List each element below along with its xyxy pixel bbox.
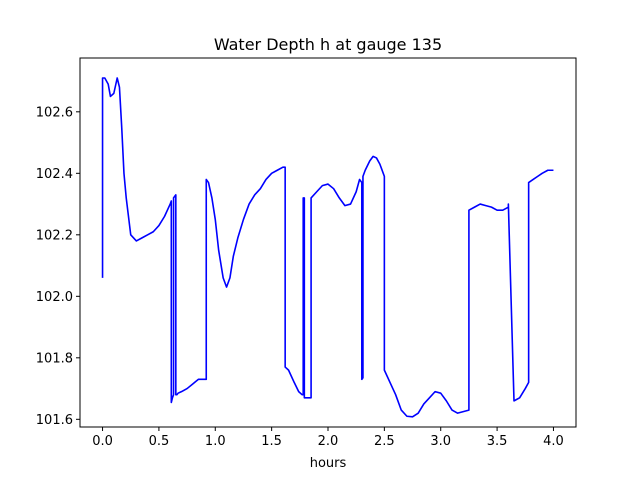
y-tick-label: 101.8 xyxy=(36,351,73,366)
y-tick-label: 101.6 xyxy=(36,413,73,428)
plot-area xyxy=(101,77,554,418)
x-tick-label: 4.0 xyxy=(543,434,564,449)
series-line xyxy=(101,77,554,418)
x-tick-label: 0.5 xyxy=(149,434,170,449)
y-tick-label: 102.4 xyxy=(36,167,73,182)
x-tick-label: 3.0 xyxy=(430,434,451,449)
y-tick-label: 102.0 xyxy=(36,290,73,305)
x-tick-label: 1.0 xyxy=(205,434,226,449)
x-tick-label: 0.0 xyxy=(92,434,113,449)
x-tick-label: 3.5 xyxy=(487,434,508,449)
y-axis: 101.6 101.8 102.0 102.2 102.4 102.6 xyxy=(36,105,80,428)
x-tick-label: 1.5 xyxy=(261,434,282,449)
x-axis-label: hours xyxy=(310,456,347,471)
y-tick-label: 102.2 xyxy=(36,228,73,243)
chart-title: Water Depth h at gauge 135 xyxy=(214,35,442,54)
x-tick-label: 2.0 xyxy=(318,434,339,449)
x-axis: 0.0 0.5 1.0 1.5 2.0 2.5 3.0 3.5 4.0 xyxy=(92,427,564,449)
x-tick-label: 2.5 xyxy=(374,434,395,449)
y-tick-label: 102.6 xyxy=(36,105,73,120)
